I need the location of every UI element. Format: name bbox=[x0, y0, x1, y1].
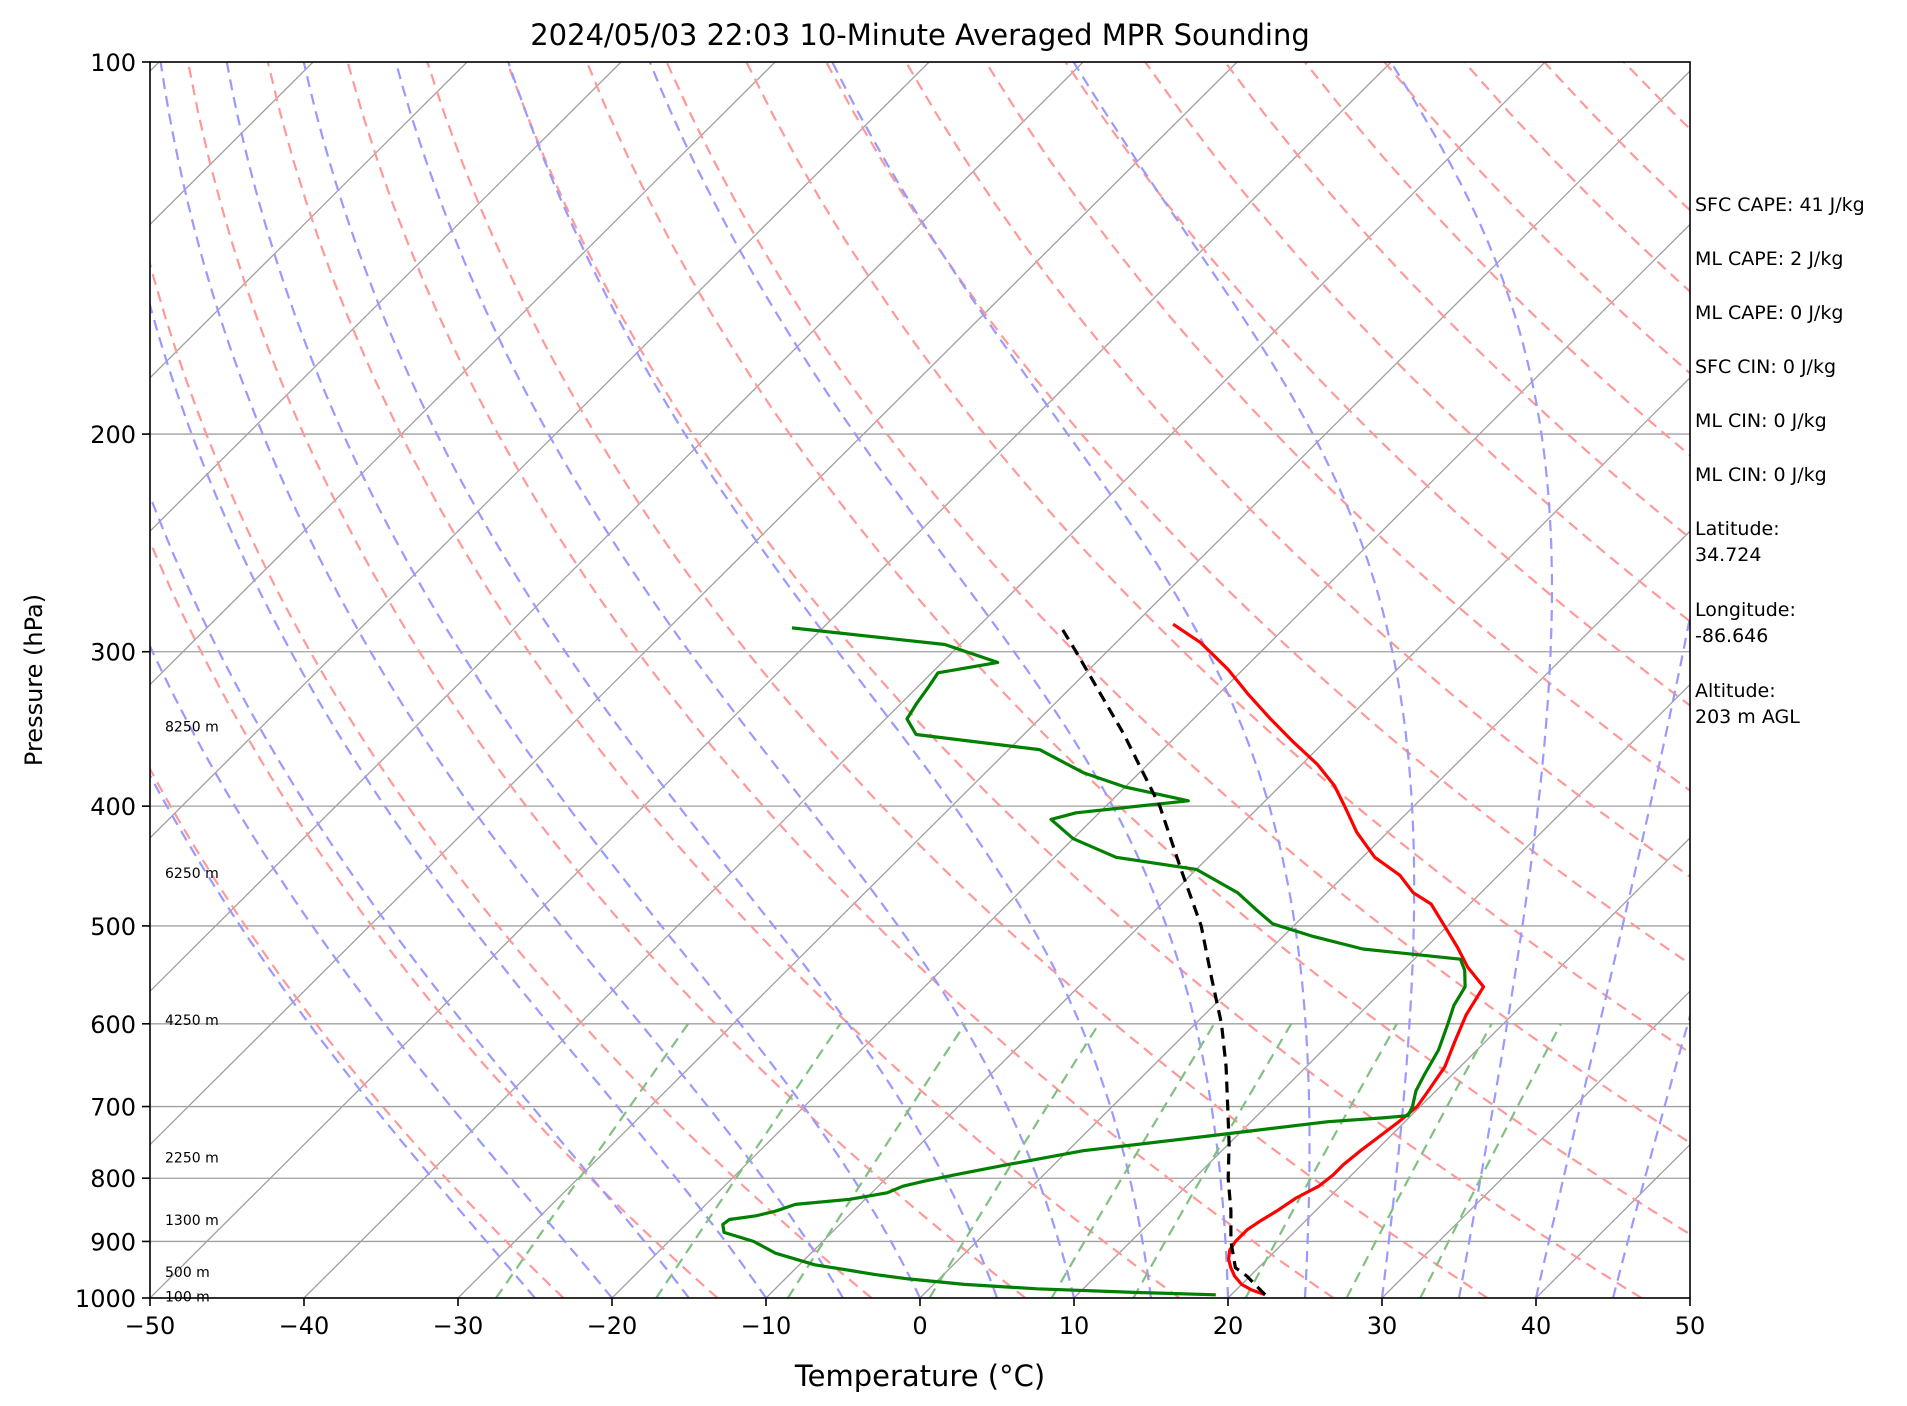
moist-adiabat-line bbox=[150, 773, 536, 1298]
info-line: ML CAPE: 2 J/kg bbox=[1695, 248, 1844, 270]
dry-adiabat-line bbox=[506, 62, 1643, 1298]
height-label: 4250 m bbox=[165, 1013, 219, 1029]
y-axis-label: Pressure (hPa) bbox=[20, 594, 48, 766]
height-label: 8250 m bbox=[165, 720, 219, 736]
x-tick-label: 30 bbox=[1367, 1312, 1398, 1340]
dry-adiabat-line bbox=[1064, 62, 1690, 707]
info-line: SFC CAPE: 41 J/kg bbox=[1695, 194, 1865, 216]
x-tick-label: 20 bbox=[1213, 1312, 1244, 1340]
moist-adiabat-line bbox=[150, 301, 767, 1298]
isotherm-line bbox=[150, 62, 930, 839]
moist-adiabat-line bbox=[302, 62, 999, 1298]
mixing-ratio-line bbox=[1419, 1023, 1562, 1298]
moist-adiabat-line bbox=[1611, 1012, 1690, 1298]
dry-adiabat-line bbox=[426, 62, 1489, 1298]
y-tick-label: 800 bbox=[90, 1165, 136, 1193]
moist-adiabat-line bbox=[150, 493, 690, 1298]
y-tick-label: 900 bbox=[90, 1228, 136, 1256]
x-tick-label: 0 bbox=[912, 1312, 927, 1340]
y-tick-label: 600 bbox=[90, 1011, 136, 1039]
info-line: ML CIN: 0 J/kg bbox=[1695, 410, 1827, 432]
isotherm-line bbox=[150, 62, 622, 533]
dry-adiabat-line bbox=[150, 538, 719, 1298]
isotherm-line bbox=[457, 70, 1690, 1298]
x-tick-label: −40 bbox=[279, 1312, 330, 1340]
isotherm-line bbox=[150, 62, 776, 686]
height-label: 500 m bbox=[165, 1265, 210, 1281]
moist-adiabat-line bbox=[159, 62, 844, 1298]
x-tick-label: −20 bbox=[587, 1312, 638, 1340]
y-tick-label: 500 bbox=[90, 913, 136, 941]
height-label: 2250 m bbox=[165, 1151, 219, 1167]
isotherm-line bbox=[1073, 683, 1690, 1298]
isotherm-line bbox=[150, 62, 1392, 1298]
temperature-profile-line bbox=[1172, 622, 1486, 1297]
dry-adiabat-line bbox=[665, 62, 1690, 1145]
dewpoint-profile-line bbox=[721, 626, 1467, 1297]
height-label: 6250 m bbox=[165, 866, 219, 882]
x-tick-label: −50 bbox=[125, 1312, 176, 1340]
dry-adiabat-line bbox=[1863, 62, 1907, 1298]
info-line: ML CIN: 0 J/kg bbox=[1695, 464, 1827, 486]
x-tick-label: −30 bbox=[433, 1312, 484, 1340]
moist-adiabat-line bbox=[1534, 611, 1690, 1298]
moist-adiabat-line bbox=[648, 62, 1230, 1298]
x-tick-label: 10 bbox=[1059, 1312, 1090, 1340]
moist-adiabat-line bbox=[225, 62, 921, 1298]
x-axis-label: Temperature (°C) bbox=[794, 1359, 1045, 1393]
dry-adiabat-line bbox=[346, 62, 1335, 1298]
x-tick-label: 50 bbox=[1675, 1312, 1706, 1340]
moist-adiabat-line bbox=[394, 62, 1076, 1298]
dry-adiabat-line bbox=[266, 62, 1181, 1298]
y-tick-label: 300 bbox=[90, 639, 136, 667]
dry-adiabat-line bbox=[825, 62, 1690, 966]
mixing-ratio-line bbox=[655, 1023, 842, 1298]
y-tick-label: 200 bbox=[90, 421, 136, 449]
isotherm-line bbox=[1227, 836, 1690, 1298]
isotherm-line bbox=[611, 223, 1690, 1298]
isotherm-line bbox=[919, 530, 1690, 1298]
isotherm-line bbox=[303, 62, 1546, 1298]
y-tick-label: 400 bbox=[90, 793, 136, 821]
isotherm-line bbox=[0, 62, 5, 1298]
plot-frame bbox=[149, 61, 1691, 1299]
isotherm-line bbox=[765, 376, 1690, 1298]
info-line: Longitude: -86.646 bbox=[1695, 599, 1796, 647]
moist-adiabat-line bbox=[150, 643, 613, 1298]
moist-adiabat-line bbox=[1389, 62, 1554, 1298]
isotherm-line bbox=[150, 62, 1238, 1146]
height-label: 1300 m bbox=[165, 1213, 219, 1229]
y-tick-label: 100 bbox=[90, 49, 136, 77]
mixing-ratio-line bbox=[786, 1023, 966, 1298]
parcel-profile-line bbox=[1060, 627, 1267, 1296]
y-tick-label: 1000 bbox=[75, 1285, 136, 1313]
height-label: 100 m bbox=[165, 1289, 210, 1305]
isotherm-line bbox=[150, 62, 468, 379]
dry-adiabat-line bbox=[745, 62, 1690, 1054]
moist-adiabat-line bbox=[507, 62, 1153, 1298]
moist-adiabat-line bbox=[831, 62, 1311, 1298]
x-tick-label: −10 bbox=[741, 1312, 792, 1340]
dry-adiabat-line bbox=[585, 62, 1690, 1236]
x-tick-label: 40 bbox=[1521, 1312, 1552, 1340]
info-line: Latitude: 34.724 bbox=[1695, 518, 1780, 566]
mixing-ratio-line bbox=[928, 1023, 1100, 1298]
mixing-ratio-line bbox=[1345, 1023, 1493, 1298]
chart-title: 2024/05/03 22:03 10-Minute Averaged MPR … bbox=[530, 18, 1310, 52]
dry-adiabat-line bbox=[984, 62, 1690, 792]
isotherm-line bbox=[1381, 990, 1690, 1298]
info-line: SFC CIN: 0 J/kg bbox=[1695, 356, 1837, 378]
mixing-ratio-line bbox=[1050, 1023, 1216, 1298]
mixing-ratio-line bbox=[1244, 1023, 1398, 1298]
dry-adiabat-line bbox=[186, 62, 1027, 1298]
mixing-ratio-line bbox=[1132, 1023, 1293, 1298]
y-tick-label: 700 bbox=[90, 1094, 136, 1122]
mixing-ratio-line bbox=[495, 1023, 690, 1298]
info-line: ML CAPE: 0 J/kg bbox=[1695, 302, 1844, 324]
isotherm-line bbox=[150, 62, 1084, 993]
info-line: Altitude: 203 m AGL bbox=[1695, 680, 1800, 728]
